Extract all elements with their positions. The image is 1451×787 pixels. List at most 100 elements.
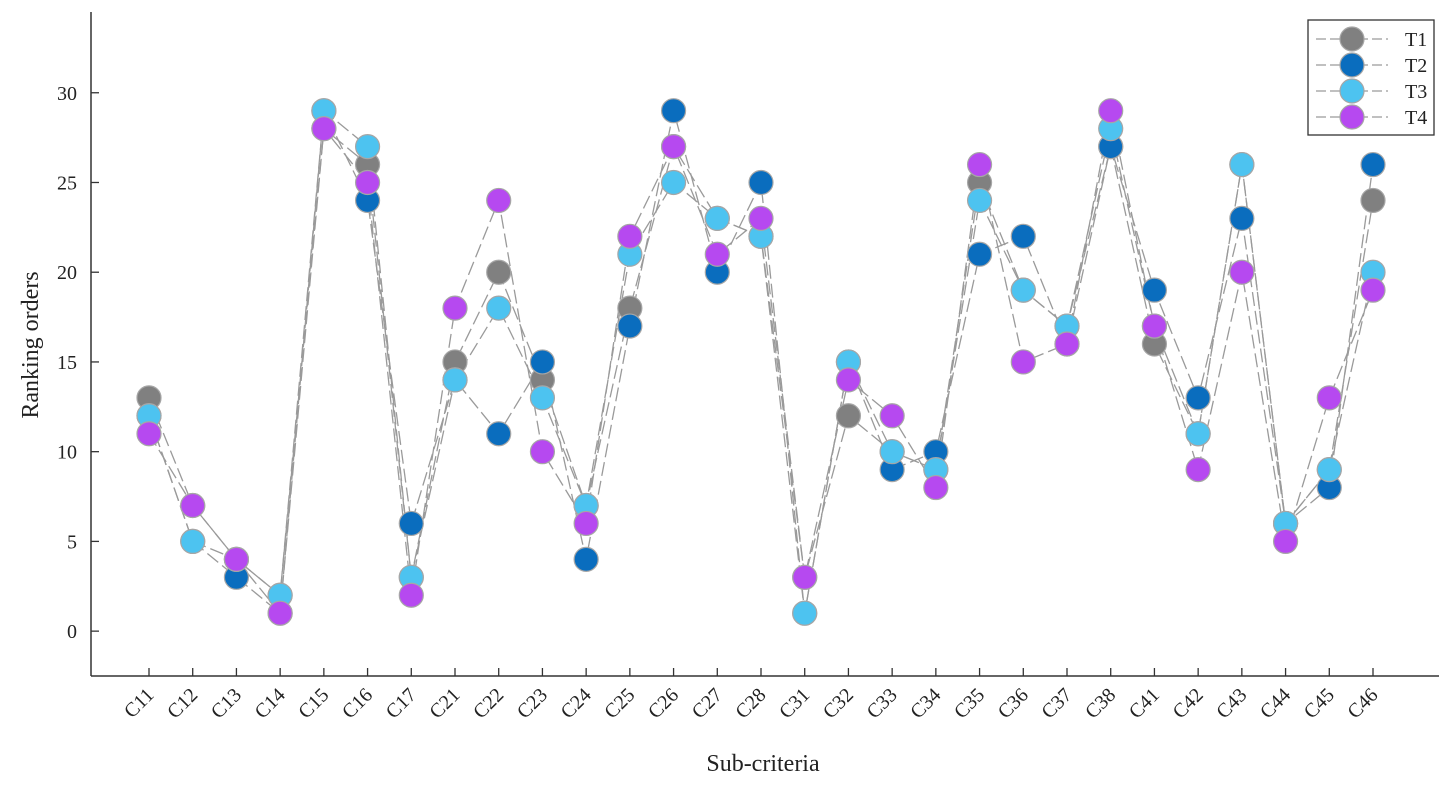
y-tick-label: 20 [57,262,77,284]
x-tick-label: C44 [1256,684,1295,723]
point-t2-c36 [1010,223,1036,249]
x-tick-label: C42 [1169,684,1208,723]
point-t4-c21 [442,295,468,321]
point-t3-c35 [966,187,993,214]
point-t3-c27 [704,205,730,231]
legend-label: T1 [1405,29,1427,51]
x-tick-label: C43 [1212,684,1251,723]
x-tick-label: C21 [425,684,464,723]
point-t4-c32 [835,367,862,393]
x-axis-label: Sub-criteria [706,751,820,777]
x-tick-label: C26 [644,684,683,723]
point-t4-c15 [311,116,337,142]
series-line-t1 [148,127,1374,597]
point-t4-c33 [879,403,905,429]
point-t4-c36 [1010,349,1036,375]
point-t4-c12 [180,492,206,519]
series-points [136,98,1386,626]
legend-label: T3 [1405,81,1427,103]
point-t3-c12 [180,528,206,555]
y-tick-label: 30 [57,83,77,105]
point-t4-c22 [486,187,512,214]
point-t4-c45 [1316,385,1342,411]
y-tick-label: 5 [67,531,77,553]
y-axis-label: Ranking orders [18,271,44,418]
x-tick-label: C16 [338,684,377,723]
point-t1-c32 [835,403,862,429]
x-tick-label: C38 [1081,684,1120,723]
point-t2-c26 [660,98,687,124]
y-tick-label: 15 [57,352,77,374]
x-tick-label: C23 [513,684,552,723]
legend-label: T4 [1405,107,1427,129]
legend-marker [1339,78,1365,104]
legend-item-t4: T4 [1316,104,1427,130]
point-t2-c35 [966,241,993,267]
x-tick-label: C24 [557,684,596,723]
point-t4-c46 [1360,277,1386,303]
x-tick-label: C25 [600,684,639,723]
point-t4-c17 [398,582,424,608]
point-t3-c21 [442,367,468,393]
point-t4-c13 [223,546,250,572]
x-tick-label: C17 [382,684,421,723]
point-t3-c31 [792,600,818,626]
point-t2-c25 [617,313,643,339]
point-t4-c14 [267,600,293,626]
point-t2-c24 [573,546,599,572]
point-t3-c42 [1185,421,1211,447]
point-t2-c43 [1229,205,1255,231]
point-t4-c24 [573,510,599,537]
point-t4-c41 [1141,313,1168,339]
point-t3-c33 [879,439,905,465]
x-tick-label: C15 [294,684,333,723]
point-t4-c23 [529,439,556,465]
legend-label: T2 [1405,55,1427,77]
x-tick-label: C34 [906,684,945,723]
point-t4-c25 [617,223,643,249]
x-tick-label: C45 [1300,684,1339,723]
x-tick-label: C37 [1037,684,1076,723]
point-t4-c35 [966,151,993,178]
point-t3-c16 [354,133,381,160]
legend-item-t3: T3 [1316,78,1427,104]
x-tick-label: C14 [251,684,290,723]
legend-marker [1339,26,1365,52]
point-t2-c22 [486,421,512,447]
legend-item-t2: T2 [1316,52,1427,78]
point-t2-c28 [748,169,774,196]
legend-box [1307,19,1435,136]
point-t4-c31 [792,564,818,590]
point-t4-c11 [136,421,162,447]
x-tick-label: C13 [207,684,246,723]
point-t4-c38 [1098,98,1124,124]
x-tick-label: C27 [688,684,727,723]
point-t3-c43 [1229,151,1255,178]
point-t3-c23 [529,385,556,411]
x-tick-label: C35 [950,684,989,723]
point-t2-c17 [398,510,424,537]
y-tick-label: 25 [57,172,77,194]
x-tick-label: C32 [819,684,858,723]
point-t1-c46 [1360,187,1386,214]
legend-item-t1: T1 [1316,26,1427,52]
axes [90,12,1439,677]
point-t4-c37 [1054,331,1080,357]
x-tick-label: C46 [1343,684,1382,723]
y-tick-label: 10 [57,442,77,464]
x-tick-label: C12 [163,684,202,723]
point-t3-c45 [1316,457,1342,483]
y-tick-label: 0 [67,621,77,643]
point-t4-c28 [748,205,774,231]
x-tick-label: C36 [994,684,1033,723]
x-tick-label: C33 [863,684,902,723]
point-t2-c46 [1360,151,1386,178]
point-t3-c26 [660,169,687,196]
point-t2-c42 [1185,385,1211,411]
point-t4-c26 [660,133,687,160]
point-t4-c27 [704,241,730,267]
point-t4-c42 [1185,457,1211,483]
x-tick-label: C22 [469,684,508,723]
